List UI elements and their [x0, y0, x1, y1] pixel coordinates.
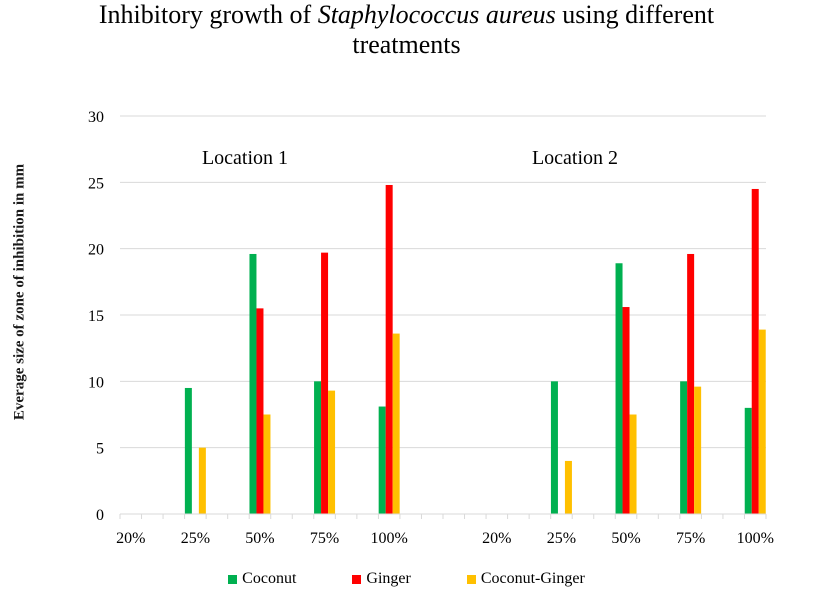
bar-coconut	[378, 406, 386, 514]
y-tick-label: 0	[96, 507, 104, 524]
group-label: Location 1	[202, 147, 288, 169]
legend-swatch	[352, 574, 362, 584]
y-axis-label: Everage size of zone of inhibition in mm	[11, 163, 28, 421]
y-tick-label: 10	[88, 374, 104, 391]
bar-coconut-ginger	[564, 460, 572, 514]
x-tick-label: 75%	[676, 530, 705, 547]
group-label: Location 2	[532, 147, 618, 169]
chart-title: Inhibitory growth of Staphylococcus aure…	[0, 0, 813, 60]
title-text-2: using different	[555, 0, 715, 29]
bar-coconut-ginger	[198, 447, 206, 514]
bar-coconut	[249, 253, 257, 514]
x-tick-label: 20%	[482, 530, 511, 547]
legend-label: Coconut-Ginger	[480, 570, 585, 587]
bar-coconut-ginger	[263, 414, 271, 514]
legend-swatch	[466, 574, 476, 584]
y-tick-label: 30	[88, 109, 104, 126]
y-tick-label: 25	[88, 175, 104, 192]
bar-coconut	[550, 381, 558, 514]
legend-label: Ginger	[366, 570, 411, 587]
bar-coconut	[314, 381, 322, 514]
title-text-1: Inhibitory growth of	[98, 0, 318, 29]
bar-ginger	[256, 308, 264, 514]
title-species: Staphylococcus aureus	[317, 0, 556, 29]
x-tick-label: 100%	[371, 530, 408, 547]
bar-ginger	[687, 253, 695, 514]
y-tick-label: 15	[88, 308, 104, 325]
bar-coconut-ginger	[328, 390, 336, 514]
x-tick-label: 25%	[181, 530, 210, 547]
legend-item: Coconut-Ginger	[466, 570, 585, 588]
legend-item: Ginger	[352, 570, 411, 588]
bar-coconut-ginger	[629, 414, 637, 514]
legend-item: Coconut	[228, 570, 296, 588]
title-line-2: treatments	[352, 30, 461, 59]
bar-ginger	[751, 188, 759, 514]
bar-ginger	[622, 307, 630, 514]
x-tick-label: 50%	[245, 530, 274, 547]
bar-coconut	[680, 381, 688, 514]
bar-coconut	[744, 407, 752, 514]
x-tick-label: 75%	[310, 530, 339, 547]
legend: Coconut Ginger Coconut-Ginger	[0, 570, 813, 588]
y-tick-label: 20	[88, 242, 104, 259]
bar-coconut-ginger	[392, 333, 400, 514]
legend-label: Coconut	[242, 570, 297, 587]
legend-swatch	[228, 574, 238, 584]
y-tick-label: 5	[96, 441, 104, 458]
x-tick-label: 25%	[547, 530, 576, 547]
x-tick-label: 20%	[116, 530, 145, 547]
x-tick-label: 50%	[611, 530, 640, 547]
x-tick-label: 100%	[737, 530, 774, 547]
bar-coconut-ginger	[694, 386, 702, 514]
bar-coconut-ginger	[758, 329, 766, 514]
bar-coconut	[184, 387, 192, 514]
bar-coconut	[615, 263, 623, 514]
bar-ginger	[321, 252, 329, 514]
bar-ginger	[385, 184, 393, 514]
